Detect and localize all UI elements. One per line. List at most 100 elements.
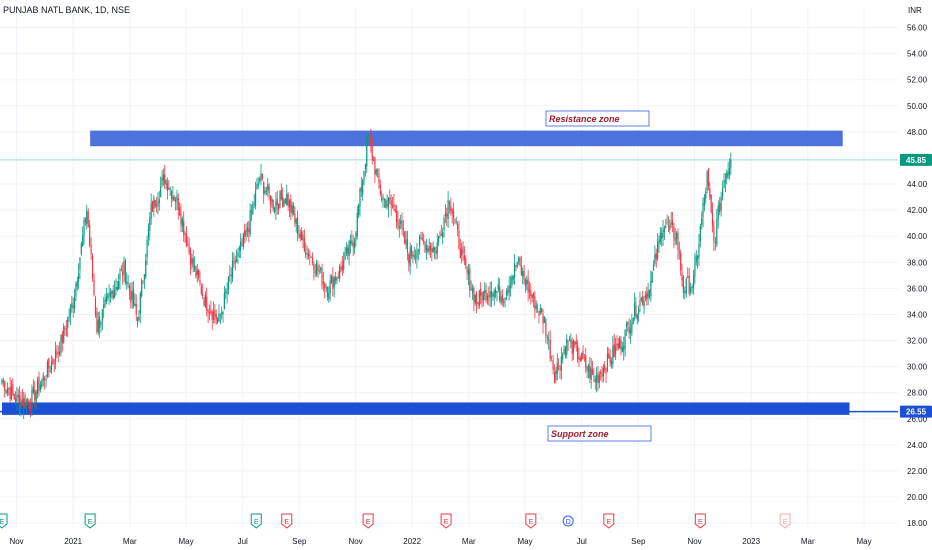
candle-body: [343, 259, 345, 270]
candle-down: [326, 286, 329, 301]
candle-down: [534, 291, 536, 319]
candle-up: [632, 317, 634, 325]
candle-down: [390, 194, 392, 216]
candle-down: [385, 199, 387, 209]
candle-body: [143, 274, 145, 280]
earnings-marker[interactable]: E: [281, 513, 293, 529]
candle-down: [473, 285, 475, 312]
zone-annotations: Resistance zone Support zone: [545, 110, 652, 442]
candle-body: [291, 205, 293, 214]
candle-down: [530, 283, 532, 305]
earnings-marker[interactable]: E: [779, 513, 791, 529]
candle-up: [513, 254, 516, 285]
candle-up: [298, 225, 300, 240]
candle-body: [499, 286, 501, 301]
candle-body: [651, 271, 653, 283]
candle-body: [560, 356, 562, 371]
candle-up: [717, 200, 719, 229]
candle-body: [339, 266, 341, 279]
candle-down: [401, 212, 403, 236]
candle-body: [276, 198, 278, 206]
candle-up: [489, 281, 491, 307]
candle-up: [474, 294, 476, 306]
time-axis[interactable]: Nov 2021 Mar May Jul Sep Nov 2022 Mar May Jul Sep No…: [9, 537, 871, 546]
candle-up: [420, 231, 422, 240]
candle-body: [558, 365, 560, 367]
earnings-marker[interactable]: E: [525, 513, 537, 529]
candle-body: [413, 255, 415, 258]
candle-body: [41, 379, 43, 388]
candle-body: [518, 258, 520, 262]
candle-body: [658, 239, 660, 244]
candle-body: [260, 173, 262, 181]
last-price-badge-bg: [900, 153, 932, 166]
candle-body: [44, 378, 46, 380]
earnings-marker[interactable]: E: [0, 513, 8, 529]
candle-body: [128, 286, 131, 291]
candle-body: [233, 258, 235, 260]
candle-down: [537, 303, 539, 313]
dividend-marker[interactable]: D: [562, 515, 574, 527]
candle-down: [27, 397, 29, 406]
candle-up: [41, 378, 43, 389]
candle-body: [249, 209, 251, 235]
candle-up: [590, 358, 592, 389]
candle-up: [425, 238, 428, 260]
candle-body: [19, 395, 21, 409]
candle-down: [132, 281, 135, 309]
candle-down: [523, 264, 525, 285]
candle-body: [631, 323, 633, 333]
candle-down: [244, 223, 246, 244]
candle-up: [698, 234, 700, 267]
candle-down: [135, 294, 137, 322]
candle-body: [84, 218, 86, 223]
candle-up: [343, 251, 345, 274]
candle-body: [181, 218, 183, 227]
candle-body: [716, 218, 718, 245]
price-axis[interactable]: 18.00 20.00 22.00 24.00 26.00 28.00 30.00 32.00…: [900, 24, 932, 529]
candle-up: [364, 163, 367, 177]
candle-body: [214, 309, 216, 317]
candle-body: [410, 245, 413, 256]
candle-up: [442, 227, 444, 245]
candle-up: [716, 208, 718, 248]
candle-body: [332, 276, 334, 290]
candle-body: [253, 202, 255, 204]
candle-body: [659, 232, 661, 243]
candle-down: [324, 281, 326, 299]
candle-body: [348, 241, 350, 257]
candle-down: [370, 128, 372, 153]
candle-down: [142, 280, 144, 285]
candle-down: [616, 335, 618, 352]
earnings-marker[interactable]: E: [84, 513, 96, 529]
candle-body: [153, 197, 155, 209]
candle-body: [295, 218, 297, 225]
earnings-marker[interactable]: E: [250, 513, 262, 529]
candle-body: [662, 229, 664, 238]
candle-body: [705, 191, 707, 199]
candle-down: [340, 261, 342, 273]
candle-up: [518, 256, 520, 265]
earnings-marker[interactable]: E: [440, 513, 452, 529]
candle-body: [541, 308, 543, 313]
earnings-marker[interactable]: E: [694, 513, 706, 529]
candle-up: [496, 290, 498, 302]
candle-down: [585, 347, 587, 373]
candle-body: [661, 232, 663, 239]
candle-body: [38, 377, 40, 392]
candle-up: [535, 300, 537, 314]
candle-down: [688, 267, 690, 297]
candle-down: [710, 194, 712, 214]
candle-up: [123, 256, 125, 282]
candle-up: [305, 242, 307, 259]
candle-up: [2, 377, 4, 388]
candle-body: [273, 208, 276, 212]
candle-body: [581, 352, 583, 360]
earnings-marker[interactable]: E: [362, 513, 374, 529]
earnings-marker[interactable]: E: [603, 513, 615, 529]
candle-body: [122, 272, 124, 276]
candle-up: [330, 274, 333, 284]
candle-up: [75, 281, 77, 302]
candle-body: [673, 226, 675, 239]
